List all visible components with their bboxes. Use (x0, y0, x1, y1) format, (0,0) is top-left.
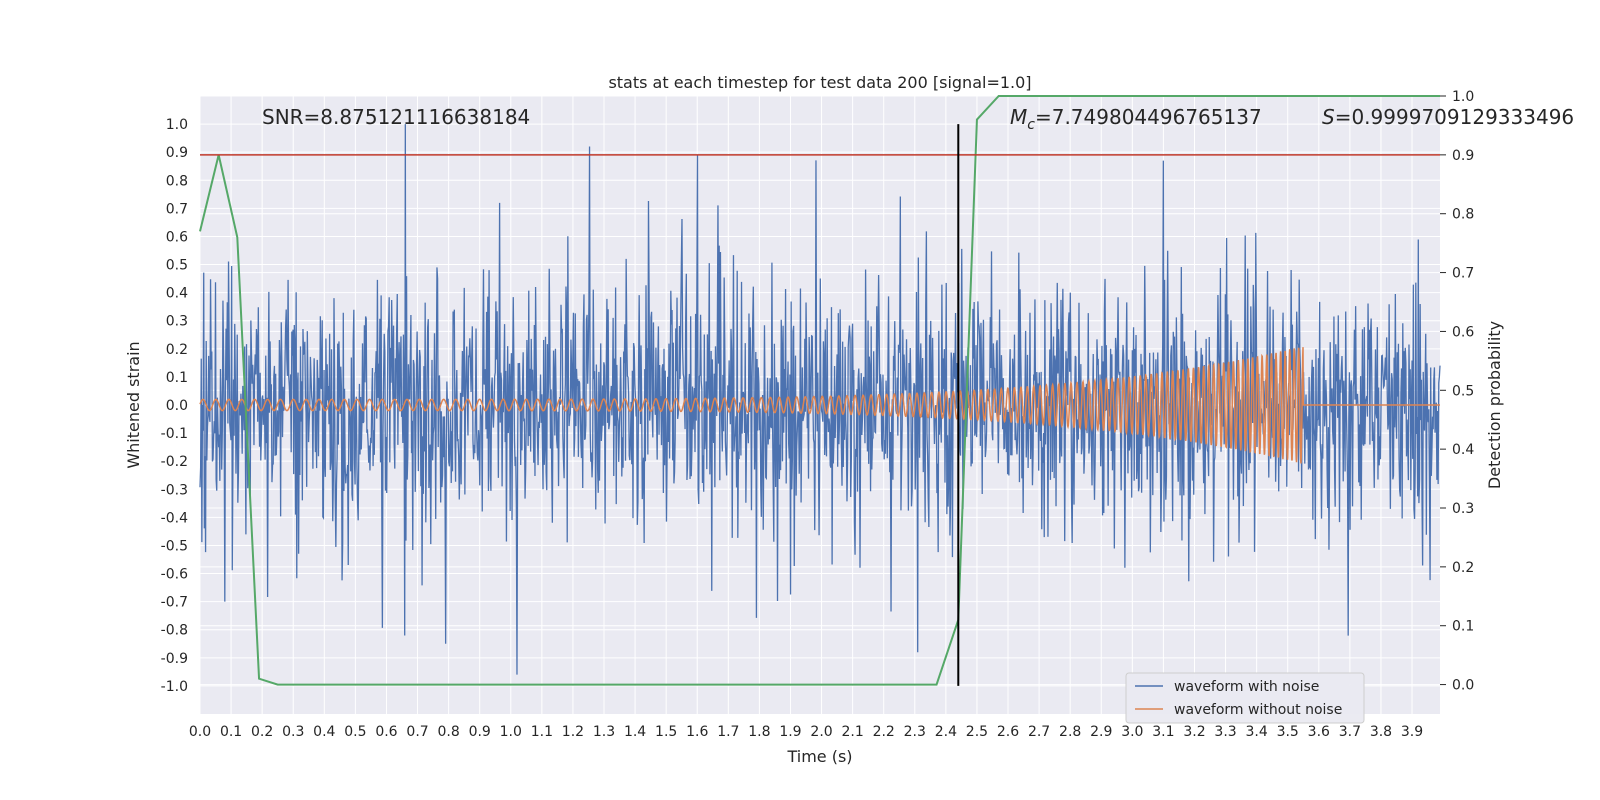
y-tick-label: 0.5 (166, 258, 188, 274)
x-tick-label: 2.9 (1090, 724, 1112, 740)
line-waveform-without-noise (199, 347, 1440, 464)
legend: waveform with noise waveform without noi… (1125, 672, 1365, 724)
x-tick-label: 2.3 (904, 724, 926, 740)
series-detection-probability (199, 95, 1440, 686)
x-tick-label: 3.4 (1246, 724, 1268, 740)
y-tick-label: -0.1 (161, 426, 188, 442)
x-tick-label: 2.8 (1059, 724, 1081, 740)
y-tick-label: 0.6 (166, 229, 188, 245)
x-tick-label: 0.3 (282, 724, 304, 740)
y-tick-label: -0.7 (161, 595, 188, 611)
y-tick-label-right: 0.1 (1452, 619, 1474, 635)
x-tick-label: 3.0 (1121, 724, 1143, 740)
line-waveform-with-noise (199, 124, 1441, 675)
x-tick-label: 3.7 (1339, 724, 1361, 740)
y-tick-label-right: 0.5 (1452, 383, 1474, 399)
score-symbol: S (1322, 105, 1335, 129)
y-tick-label-right: 0.3 (1452, 501, 1474, 517)
x-tick-label: 3.6 (1308, 724, 1330, 740)
y-tick-label: 0.7 (166, 201, 188, 217)
y-tick-label: -0.4 (161, 510, 188, 526)
reference-lines (200, 124, 1440, 686)
x-tick-label: 0.1 (220, 724, 242, 740)
x-tick-label: 2.2 (873, 724, 895, 740)
score-value: =0.9999709129333496 (1335, 105, 1574, 129)
x-tick-label: 3.2 (1183, 724, 1205, 740)
y-axis-label-left: Whitened strain (124, 341, 143, 468)
y-tick-label: 0.4 (166, 286, 188, 302)
score-annotation: S=0.9999709129333496 (1322, 105, 1574, 129)
y-tick-label: 1.0 (166, 117, 188, 133)
x-tick-label: 1.8 (748, 724, 770, 740)
y-tick-label: -0.2 (161, 454, 188, 470)
x-tick-label: 1.0 (500, 724, 522, 740)
y-tick-label-right: 0.4 (1452, 442, 1474, 458)
line-detection-probability (199, 95, 1440, 686)
x-tick-label: 3.5 (1277, 724, 1299, 740)
y-tick-label-right: 0.6 (1452, 324, 1474, 340)
y-tick-label-right: 0.2 (1452, 560, 1474, 576)
x-tick-label: 1.5 (655, 724, 677, 740)
y-tick-label: 0.9 (166, 145, 188, 161)
x-tick-label: 3.8 (1370, 724, 1392, 740)
x-tick-label: 3.9 (1401, 724, 1423, 740)
x-tick-label: 0.8 (437, 724, 459, 740)
chirp-mass-symbol: M (1010, 105, 1027, 129)
x-tick-label: 2.4 (935, 724, 957, 740)
series-waveform-with-noise (199, 124, 1441, 675)
x-tick-label: 0.4 (313, 724, 335, 740)
x-tick-label: 1.9 (779, 724, 801, 740)
x-tick-label: 1.3 (593, 724, 615, 740)
legend-box (1125, 672, 1365, 724)
y-ticks-left: 1.0 0.9 0.8 0.7 0.6 0.5 0.4 0.3 0.2 0.1 0.0 -0.1 -0.… (161, 117, 188, 695)
y-tick-label-right: 0.8 (1452, 207, 1474, 223)
y-tick-label-right: 1.0 (1452, 89, 1474, 105)
x-tick-label: 0.7 (406, 724, 428, 740)
y-tick-label: 0.3 (166, 314, 188, 330)
y-tick-label: -0.8 (161, 623, 188, 639)
y-axis-label-right: Detection probability (1485, 321, 1504, 489)
y-tick-label: -0.9 (161, 651, 188, 667)
chart-title: stats at each timestep for test data 200… (608, 73, 1031, 92)
x-tick-label: 2.7 (1028, 724, 1050, 740)
y-tick-label: -0.5 (161, 538, 188, 554)
x-tick-label: 2.1 (841, 724, 863, 740)
y-tick-label: 0.0 (166, 398, 188, 414)
x-tick-label: 2.0 (810, 724, 832, 740)
x-tick-label: 1.4 (624, 724, 646, 740)
legend-label-clean: waveform without noise (1174, 702, 1342, 718)
y-tick-label-right: 0.7 (1452, 266, 1474, 282)
x-tick-label: 2.5 (966, 724, 988, 740)
x-tick-label: 0.5 (344, 724, 366, 740)
y-tick-label: 0.1 (166, 370, 188, 386)
x-tick-label: 0.0 (189, 724, 211, 740)
snr-annotation: SNR=8.875121116638184 (262, 105, 530, 129)
x-tick-label: 3.1 (1152, 724, 1174, 740)
x-tick-label: 1.6 (686, 724, 708, 740)
x-tick-label: 0.9 (469, 724, 491, 740)
y-tick-label-right: 0.9 (1452, 148, 1474, 164)
x-tick-label: 1.2 (562, 724, 584, 740)
y-tick-label: -0.3 (161, 482, 188, 498)
x-axis-label: Time (s) (786, 747, 852, 766)
y-tick-label: 0.2 (166, 342, 188, 358)
x-tick-label: 1.7 (717, 724, 739, 740)
y-tick-label: 0.8 (166, 173, 188, 189)
x-tick-label: 2.6 (997, 724, 1019, 740)
x-ticks: 0.0 0.1 0.2 0.3 0.4 0.5 0.6 0.7 0.8 0.9 1.0 1.1 1.2 1… (189, 724, 1423, 740)
chirp-mass-subscript: c (1027, 117, 1035, 133)
x-tick-label: 0.2 (251, 724, 273, 740)
chirp-mass-value: =7.749804496765137 (1035, 105, 1262, 129)
x-tick-label: 3.3 (1214, 724, 1236, 740)
y-tick-label-right: 0.0 (1452, 678, 1474, 694)
x-tick-label: 0.6 (375, 724, 397, 740)
y-ticks-right: 1.0 0.9 0.8 0.7 0.6 0.5 0.4 0.3 0.2 0.1 0.0 (1440, 89, 1474, 694)
y-tick-label: -0.6 (161, 567, 188, 583)
chirp-mass-annotation: Mc=7.749804496765137 (1010, 105, 1262, 133)
y-tick-label: -1.0 (161, 679, 188, 695)
series-waveform-without-noise (199, 347, 1440, 464)
x-tick-label: 1.1 (531, 724, 553, 740)
legend-label-noise: waveform with noise (1174, 679, 1319, 695)
